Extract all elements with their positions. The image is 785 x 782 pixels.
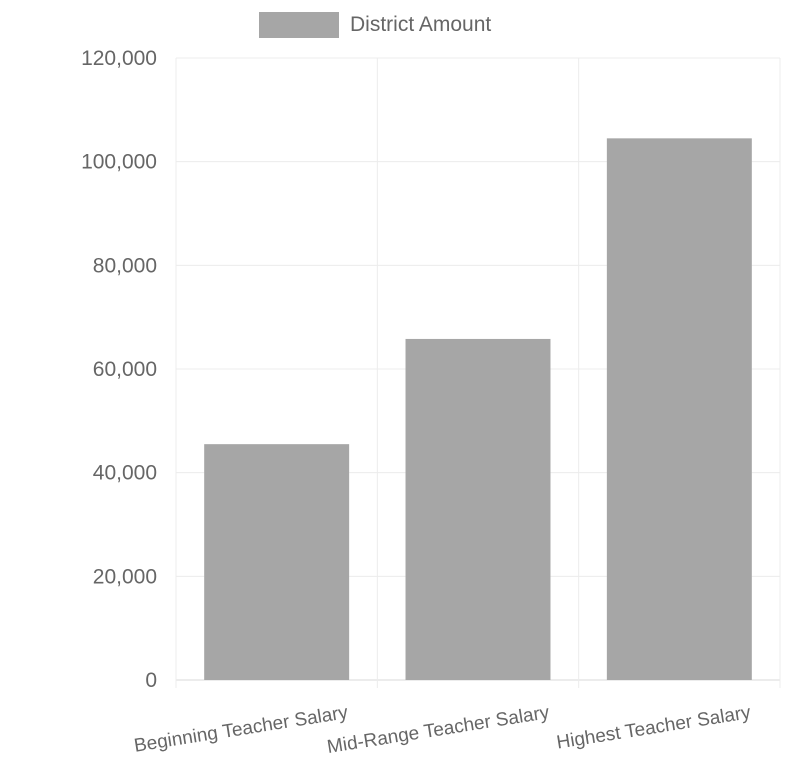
y-tick-label: 0	[145, 669, 157, 692]
bar-2[interactable]	[405, 338, 551, 680]
legend[interactable]: District Amount	[259, 12, 491, 38]
x-tick-label: Highest Teacher Salary	[555, 702, 752, 753]
y-tick-label: 120,000	[81, 47, 157, 70]
x-tick-label: Mid-Range Teacher Salary	[326, 702, 552, 758]
y-tick-label: 20,000	[93, 565, 157, 588]
x-tick-label: Beginning Teacher Salary	[133, 702, 350, 757]
bar-1[interactable]	[204, 444, 350, 680]
legend-swatch[interactable]	[259, 12, 339, 38]
bars	[204, 138, 752, 680]
bar-3[interactable]	[606, 138, 752, 680]
y-tick-label: 60,000	[93, 358, 157, 381]
legend-label[interactable]: District Amount	[350, 13, 491, 36]
y-axis: 0 20,000 40,000 60,000 80,000 100,000 120,000	[81, 47, 157, 692]
y-tick-label: 100,000	[81, 151, 157, 174]
y-tick-label: 80,000	[93, 254, 157, 277]
y-tick-label: 40,000	[93, 462, 157, 485]
